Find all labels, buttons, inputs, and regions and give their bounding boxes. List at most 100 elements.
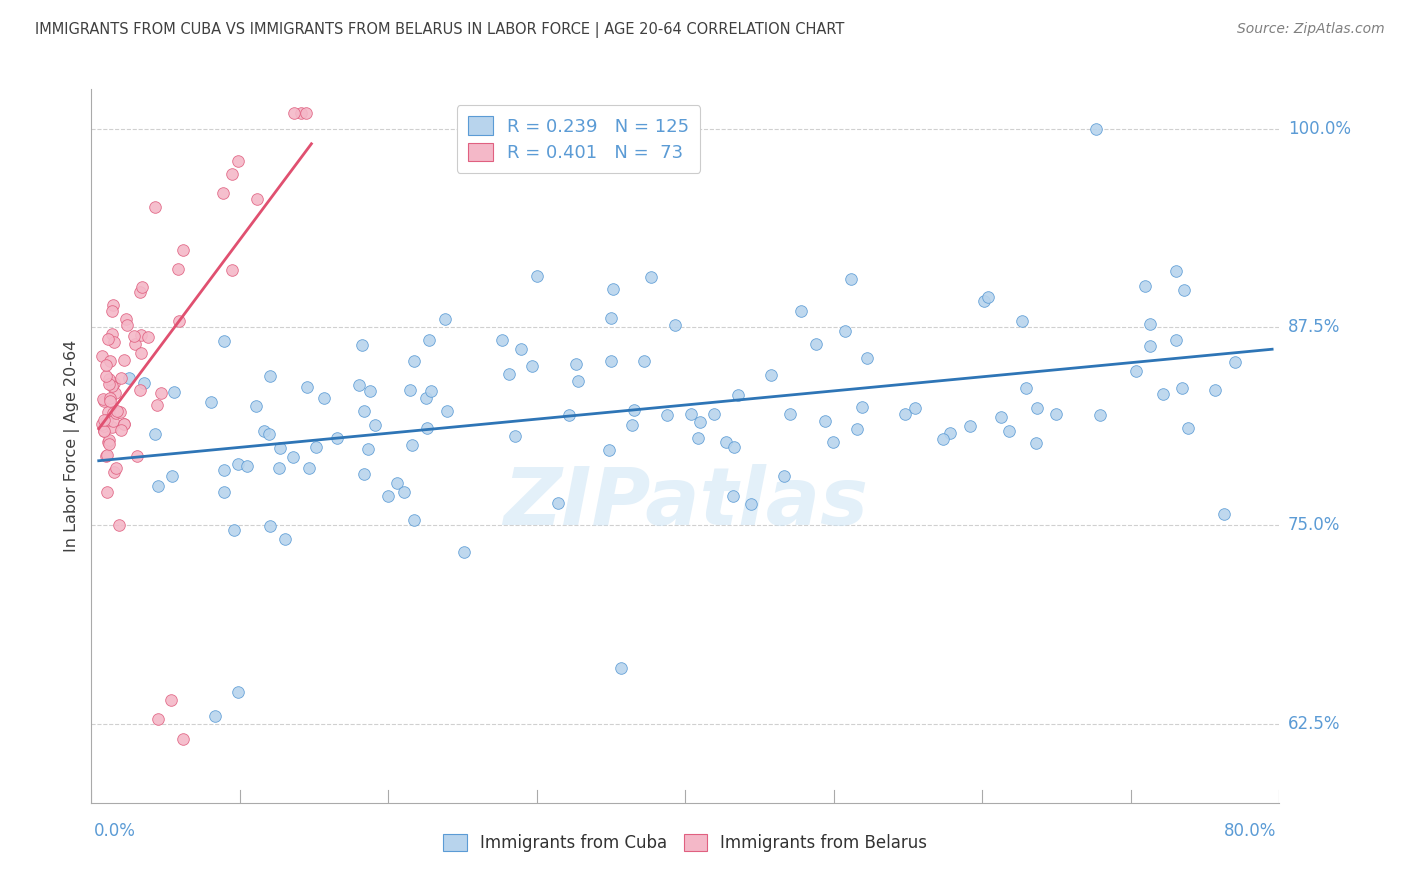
Point	[259, 519, 281, 533]
Point	[703, 408, 725, 422]
Point	[226, 457, 249, 471]
Point	[94, 369, 117, 384]
Point	[115, 318, 138, 332]
Point	[143, 427, 166, 442]
Point	[163, 384, 186, 399]
Point	[110, 371, 132, 385]
Point	[108, 405, 131, 419]
Point	[150, 386, 173, 401]
Point	[326, 431, 349, 445]
Point	[118, 370, 141, 384]
Point	[221, 167, 243, 181]
Point	[602, 281, 624, 295]
Point	[172, 732, 194, 747]
Point	[112, 417, 135, 431]
Point	[839, 272, 862, 286]
Point	[1139, 317, 1161, 331]
Point	[610, 661, 633, 675]
Point	[269, 441, 291, 455]
Point	[990, 409, 1012, 424]
Point	[416, 421, 439, 435]
Point	[129, 345, 152, 359]
Point	[352, 338, 374, 352]
Point	[977, 290, 1000, 304]
Point	[621, 417, 644, 432]
Point	[269, 461, 291, 475]
Point	[298, 461, 321, 475]
Point	[93, 418, 115, 433]
Point	[259, 369, 281, 384]
Point	[96, 485, 118, 500]
Point	[294, 106, 316, 120]
Point	[821, 434, 844, 449]
Text: Source: ZipAtlas.com: Source: ZipAtlas.com	[1237, 22, 1385, 37]
Point	[973, 294, 995, 309]
Y-axis label: In Labor Force | Age 20-64: In Labor Force | Age 20-64	[65, 340, 80, 552]
Point	[94, 358, 117, 372]
Point	[97, 332, 120, 346]
Point	[131, 328, 153, 343]
Point	[998, 424, 1021, 438]
Point	[110, 424, 132, 438]
Point	[112, 353, 135, 368]
Point	[1011, 313, 1033, 327]
Point	[557, 408, 579, 422]
Point	[377, 489, 399, 503]
Text: ZIPatlas: ZIPatlas	[503, 464, 868, 542]
Point	[599, 310, 621, 325]
Point	[290, 106, 312, 120]
Point	[655, 408, 678, 422]
Point	[686, 431, 709, 445]
Point	[103, 298, 125, 312]
Point	[567, 375, 589, 389]
Point	[727, 388, 749, 402]
Point	[297, 380, 319, 394]
Text: 75.0%: 75.0%	[1288, 516, 1340, 534]
Point	[221, 263, 243, 277]
Point	[108, 517, 131, 532]
Text: 87.5%: 87.5%	[1288, 318, 1340, 336]
Point	[93, 413, 115, 427]
Point	[103, 465, 125, 479]
Point	[664, 318, 686, 333]
Point	[520, 359, 543, 373]
Point	[1090, 408, 1112, 422]
Point	[214, 334, 236, 348]
Point	[392, 484, 415, 499]
Point	[129, 285, 152, 299]
Point	[112, 417, 135, 432]
Point	[103, 334, 125, 349]
Point	[257, 427, 280, 442]
Point	[399, 383, 422, 397]
Point	[633, 353, 655, 368]
Text: 0.0%: 0.0%	[94, 822, 136, 840]
Text: 62.5%: 62.5%	[1288, 714, 1340, 732]
Point	[353, 467, 375, 482]
Point	[453, 545, 475, 559]
Point	[96, 449, 118, 463]
Text: 100.0%: 100.0%	[1288, 120, 1351, 138]
Point	[1223, 355, 1246, 369]
Point	[806, 337, 828, 351]
Point	[98, 391, 121, 405]
Point	[281, 450, 304, 464]
Point	[814, 414, 837, 428]
Point	[146, 479, 169, 493]
Point	[855, 351, 877, 365]
Point	[640, 269, 662, 284]
Point	[1085, 121, 1108, 136]
Point	[160, 468, 183, 483]
Point	[236, 458, 259, 473]
Point	[167, 314, 190, 328]
Point	[401, 438, 423, 452]
Point	[565, 357, 588, 371]
Point	[436, 404, 458, 418]
Point	[96, 412, 118, 426]
Point	[136, 330, 159, 344]
Text: 80.0%: 80.0%	[1225, 822, 1277, 840]
Point	[1171, 381, 1194, 395]
Point	[226, 154, 249, 169]
Point	[146, 712, 169, 726]
Point	[714, 434, 737, 449]
Point	[938, 425, 960, 440]
